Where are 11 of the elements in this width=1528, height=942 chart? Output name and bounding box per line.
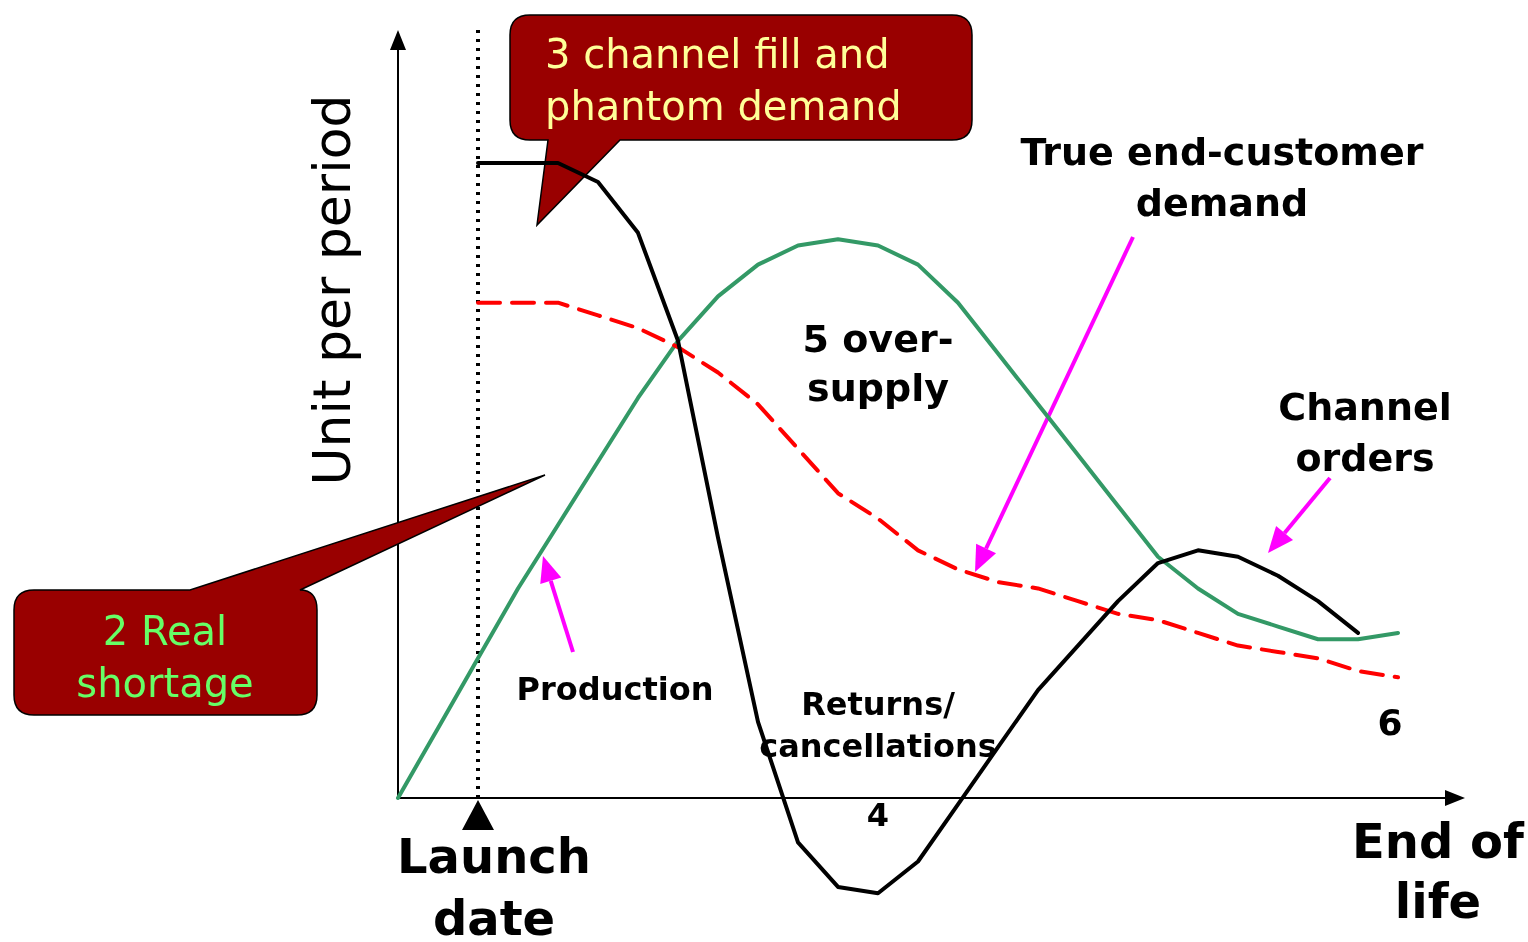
annotation: 4 xyxy=(866,796,890,834)
series-label: Production xyxy=(516,670,714,708)
annotation: 6 xyxy=(1377,702,1403,743)
x-axis-title: End of life xyxy=(1352,813,1526,929)
text: 2 Real shortage xyxy=(76,608,254,706)
text: Channel orders xyxy=(1278,385,1452,480)
annotation: 5 over-supply xyxy=(802,317,954,411)
text: True end-customer demand xyxy=(1020,130,1424,225)
annotation: Launch date xyxy=(397,828,591,942)
text: 3 channel fill and phantom demand xyxy=(545,31,902,129)
y-axis-title: Unit per period xyxy=(302,94,362,486)
